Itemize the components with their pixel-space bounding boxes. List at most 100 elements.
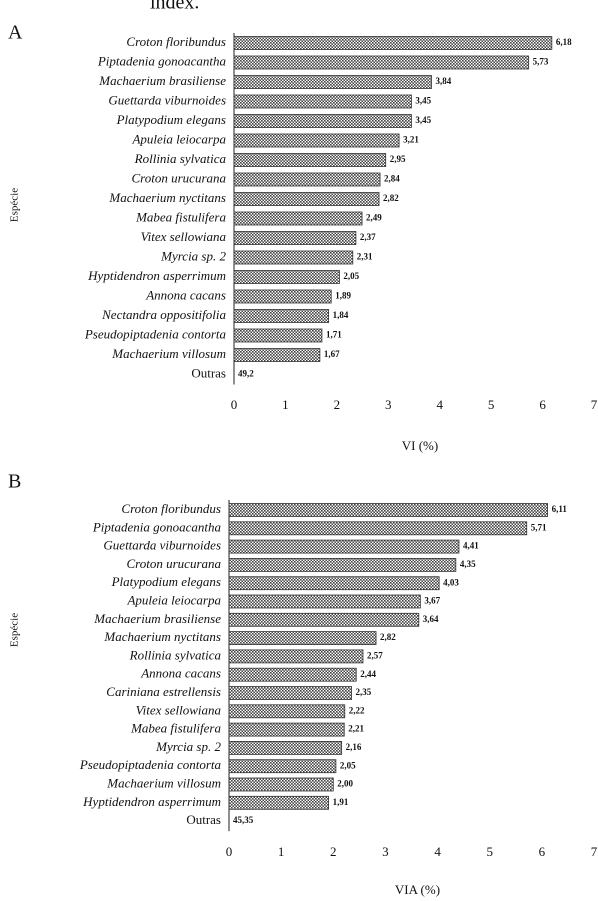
bar [228,612,420,627]
category-label: Annona cacans [140,666,221,681]
value-label: 2,21 [348,724,364,734]
bar [233,211,363,226]
bar [233,172,381,187]
category-label: Platypodium elegans [116,112,226,127]
category-label: Machaerium brasiliense [98,73,226,88]
category-label: Outras [186,812,221,827]
x-tick-label: 3 [385,397,392,412]
value-label: 2,49 [366,213,382,223]
value-label: 4,41 [463,541,479,551]
category-label: Apuleia leiocarpa [131,131,226,146]
category-label: Machaerium villosum [106,775,221,790]
bar [233,328,323,343]
category-label: Rollinia sylvatica [134,151,227,166]
value-label: 45,35 [233,815,254,825]
x-tick-label: 3 [382,844,389,859]
value-label: 3,45 [415,115,431,125]
category-label: Annona cacans [145,287,226,302]
category-label: Nectandra oppositifolia [101,307,226,322]
y-axis-title: Espécie [9,188,21,222]
x-tick-label: 7 [591,397,598,412]
bar [233,55,530,70]
value-label: 3,64 [423,614,439,624]
category-label: Croton floribundus [126,34,226,49]
panel-label: B [8,471,21,493]
bar [233,133,400,148]
category-label: Croton floribundus [121,501,221,516]
bar [228,558,457,572]
bar [228,686,352,700]
bar [228,667,357,682]
x-tick-label: 2 [334,397,341,412]
bar [233,94,412,109]
y-axis-title: Espécie [9,613,21,647]
bar [233,250,354,265]
bar [233,289,332,304]
value-label: 6,11 [552,504,568,514]
x-tick-label: 5 [486,844,493,859]
value-label: 1,67 [324,349,340,359]
category-label: Vitex sellowiana [136,702,222,717]
x-tick-label: 5 [488,397,495,412]
x-tick-label: 0 [231,397,238,412]
bar [233,75,432,89]
caption: index. [150,0,199,14]
value-label: 2,82 [383,193,399,203]
category-label: Platypodium elegans [111,574,221,589]
value-label: 2,16 [346,742,362,752]
bar [228,521,528,536]
bar [228,631,377,645]
bar [233,153,387,167]
bar [233,36,553,50]
value-label: 5,73 [533,57,549,67]
bar [228,759,337,774]
category-label: Machaerium nyctitans [108,190,226,205]
category-label: Mabea fistulifera [130,721,221,736]
category-label: Outras [191,365,226,380]
category-label: Machaerium brasiliense [93,611,221,626]
x-tick-label: 1 [278,844,285,859]
bar [228,777,334,792]
bar [228,576,440,591]
category-label: Croton urucurana [132,170,227,185]
value-label: 2,31 [357,252,373,262]
value-label: 6,18 [556,37,572,47]
value-label: 3,84 [435,76,451,86]
x-axis-title: VI (%) [402,438,438,453]
bar [228,795,329,810]
bar [228,539,460,554]
value-label: 2,05 [343,271,359,281]
value-label: 2,35 [356,687,372,697]
category-label: Guettarda viburnoides [108,92,226,107]
bar [233,270,340,284]
category-label: Myrcia sp. 2 [155,739,221,754]
category-label: Mabea fistulifera [135,209,226,224]
value-label: 2,84 [384,174,400,184]
value-label: 2,37 [360,232,376,242]
value-label: 4,03 [443,577,459,587]
value-label: 49,2 [238,369,254,379]
value-label: 2,57 [367,650,383,660]
category-label: Myrcia sp. 2 [160,248,226,263]
value-label: 3,67 [424,596,440,606]
bar [228,503,548,517]
value-label: 2,00 [337,779,353,789]
value-label: 2,95 [390,154,406,164]
panel-label: A [8,22,23,44]
x-tick-label: 6 [539,397,546,412]
category-label: Piptadenia gonoacantha [97,53,227,68]
category-label: Apuleia leiocarpa [126,592,221,607]
bar [228,722,345,737]
value-label: 2,44 [360,669,376,679]
x-tick-label: 1 [282,397,289,412]
value-label: 1,91 [333,797,349,807]
category-label: Hyptidendron asperrimum [87,268,226,283]
x-axis-title: VIA (%) [395,882,440,897]
value-label: 3,45 [415,96,431,106]
bar [228,741,343,755]
value-label: 4,35 [460,559,476,569]
x-tick-label: 7 [591,844,598,859]
category-label: Croton urucurana [127,556,222,571]
value-label: 1,84 [333,310,349,320]
